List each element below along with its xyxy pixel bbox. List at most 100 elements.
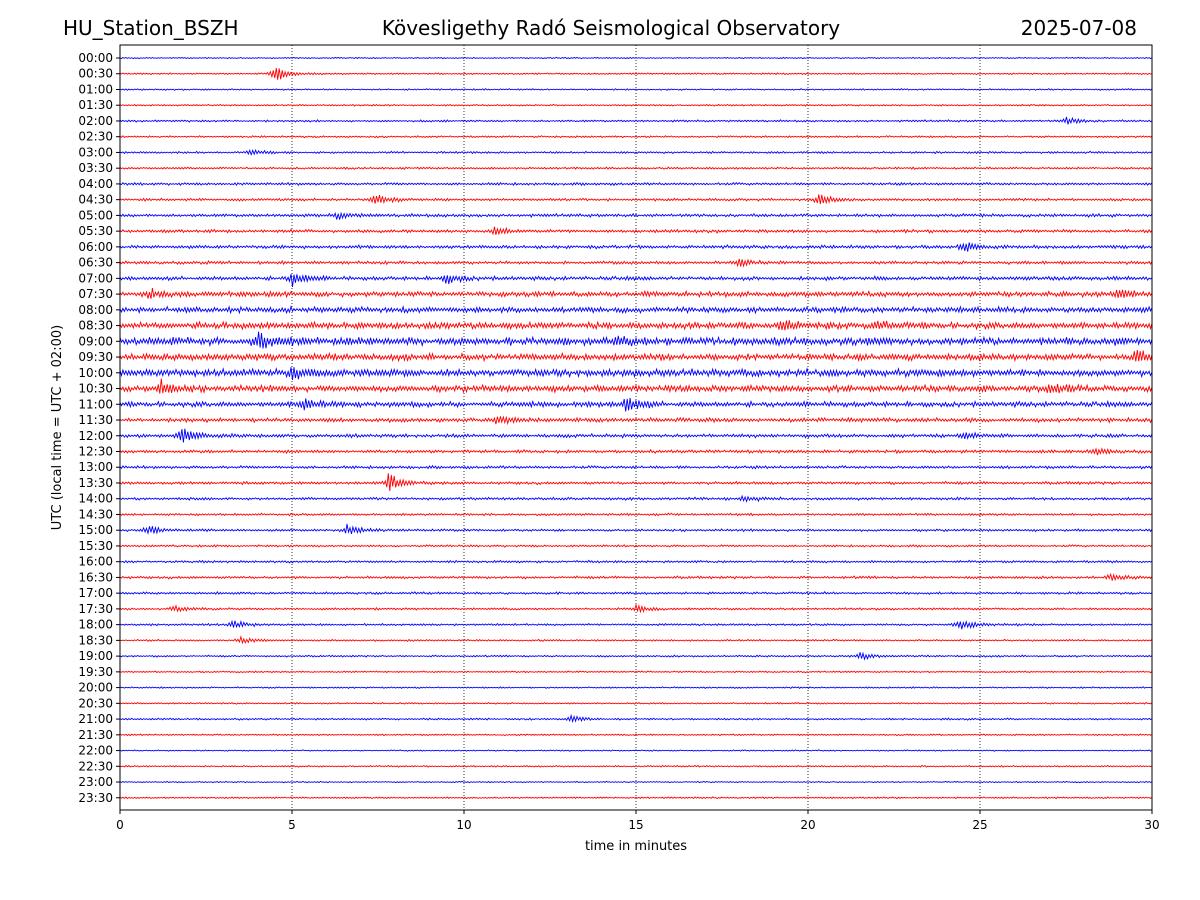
y-tick-label: 07:00 xyxy=(78,271,113,285)
y-tick-label: 19:30 xyxy=(78,665,113,679)
y-tick-label: 23:30 xyxy=(78,791,113,805)
y-tick-label: 07:30 xyxy=(78,287,113,301)
y-tick-label: 10:30 xyxy=(78,382,113,396)
y-tick-label: 01:30 xyxy=(78,98,113,112)
y-tick-label: 05:00 xyxy=(78,208,113,222)
observatory-title: Kövesligethy Radó Seismological Observat… xyxy=(381,16,841,40)
trace-row-1000 xyxy=(119,367,1153,380)
trace-row-0200 xyxy=(119,116,1153,125)
trace-row-1100 xyxy=(119,397,1153,412)
y-tick-label: 00:30 xyxy=(78,67,113,81)
y-tick-label: 04:30 xyxy=(78,193,113,207)
grid-lines xyxy=(291,45,981,810)
x-tick-label: 10 xyxy=(456,818,471,832)
y-tick-label: 06:00 xyxy=(78,240,113,254)
y-tick-label: 09:30 xyxy=(78,350,113,364)
y-axis-label: UTC (local time = UTC + 02:00) xyxy=(50,325,65,530)
trace-row-1900 xyxy=(119,651,1153,661)
y-tick-label: 12:00 xyxy=(78,429,113,443)
y-tick-label: 16:00 xyxy=(78,555,113,569)
trace-row-1700 xyxy=(119,590,1153,596)
trace-row-1600 xyxy=(119,559,1153,564)
trace-row-2200 xyxy=(119,749,1153,752)
trace-row-0900 xyxy=(119,331,1153,349)
station-name: HU_Station_BSZH xyxy=(63,16,239,40)
y-tick-label: 12:30 xyxy=(78,445,113,459)
trace-row-0500 xyxy=(119,211,1153,220)
y-tick-label: 17:30 xyxy=(78,602,113,616)
y-tick-label: 00:00 xyxy=(78,51,113,65)
y-tick-label: 23:00 xyxy=(78,775,113,789)
trace-row-1400 xyxy=(119,494,1153,503)
trace-row-1300 xyxy=(119,464,1153,470)
x-tick-label: 20 xyxy=(800,818,815,832)
trace-row-0830 xyxy=(119,320,1153,331)
y-tick-label: 04:00 xyxy=(78,177,113,191)
trace-row-0130 xyxy=(119,103,1153,107)
trace-row-2330 xyxy=(119,796,1153,800)
trace-row-0100 xyxy=(119,87,1153,91)
trace-row-0000 xyxy=(119,56,1153,60)
y-tick-label: 08:30 xyxy=(78,319,113,333)
y-tick-label: 20:00 xyxy=(78,681,113,695)
trace-row-0330 xyxy=(119,166,1153,171)
trace-row-0730 xyxy=(119,288,1153,299)
trace-row-1430 xyxy=(119,512,1153,517)
trace-row-0400 xyxy=(119,181,1153,187)
y-tick-label: 18:00 xyxy=(78,618,113,632)
y-tick-label: 13:30 xyxy=(78,476,113,490)
y-tick-label: 16:30 xyxy=(78,570,113,584)
x-tick-label: 30 xyxy=(1144,818,1159,832)
trace-row-1730 xyxy=(119,603,1153,614)
y-tick-label: 02:30 xyxy=(78,130,113,144)
trace-row-1500 xyxy=(119,523,1153,535)
trace-row-2030 xyxy=(119,701,1153,705)
trace-row-1630 xyxy=(119,572,1153,582)
trace-row-1130 xyxy=(119,415,1153,426)
trace-row-2300 xyxy=(119,780,1153,784)
trace-row-0230 xyxy=(119,135,1153,139)
trace-row-2230 xyxy=(119,764,1153,768)
x-tick-label: 0 xyxy=(116,818,124,832)
y-tick-label: 22:30 xyxy=(78,759,113,773)
trace-row-1800 xyxy=(119,619,1153,630)
trace-row-2000 xyxy=(119,686,1153,690)
y-tick-label: 22:00 xyxy=(78,744,113,758)
y-tick-label: 17:00 xyxy=(78,586,113,600)
y-tick-label: 03:30 xyxy=(78,161,113,175)
trace-row-1330 xyxy=(119,473,1153,491)
trace-row-1030 xyxy=(119,378,1153,394)
y-tick-label: 10:00 xyxy=(78,366,113,380)
trace-row-1200 xyxy=(119,428,1153,443)
y-tick-label: 02:00 xyxy=(78,114,113,128)
y-tick-label: 15:00 xyxy=(78,523,113,537)
y-tick-label: 06:30 xyxy=(78,256,113,270)
y-tick-label: 05:30 xyxy=(78,224,113,238)
trace-row-0530 xyxy=(119,226,1153,236)
y-tick-label: 14:00 xyxy=(78,492,113,506)
y-tick-label: 08:00 xyxy=(78,303,113,317)
y-tick-label: 01:00 xyxy=(78,82,113,96)
x-tick-label: 25 xyxy=(972,818,987,832)
trace-row-0800 xyxy=(119,305,1153,315)
trace-row-2130 xyxy=(119,733,1153,737)
y-tick-label: 20:30 xyxy=(78,696,113,710)
trace-row-1930 xyxy=(119,670,1153,674)
x-axis-label: time in minutes xyxy=(585,839,687,854)
trace-row-2100 xyxy=(119,713,1153,724)
x-axis-ticks: 0 5 10 15 20 25 30 xyxy=(116,810,1160,832)
trace-row-1230 xyxy=(119,447,1153,456)
y-tick-label: 14:30 xyxy=(78,507,113,521)
record-date: 2025-07-08 xyxy=(1020,16,1137,40)
trace-row-0930 xyxy=(119,350,1153,363)
trace-row-0630 xyxy=(119,258,1153,268)
trace-row-0430 xyxy=(119,194,1153,205)
y-tick-label: 11:30 xyxy=(78,413,113,427)
trace-rows xyxy=(119,56,1153,800)
trace-row-1530 xyxy=(119,544,1153,548)
y-tick-label: 11:00 xyxy=(78,397,113,411)
trace-row-0700 xyxy=(119,274,1153,287)
x-tick-label: 15 xyxy=(628,818,643,832)
